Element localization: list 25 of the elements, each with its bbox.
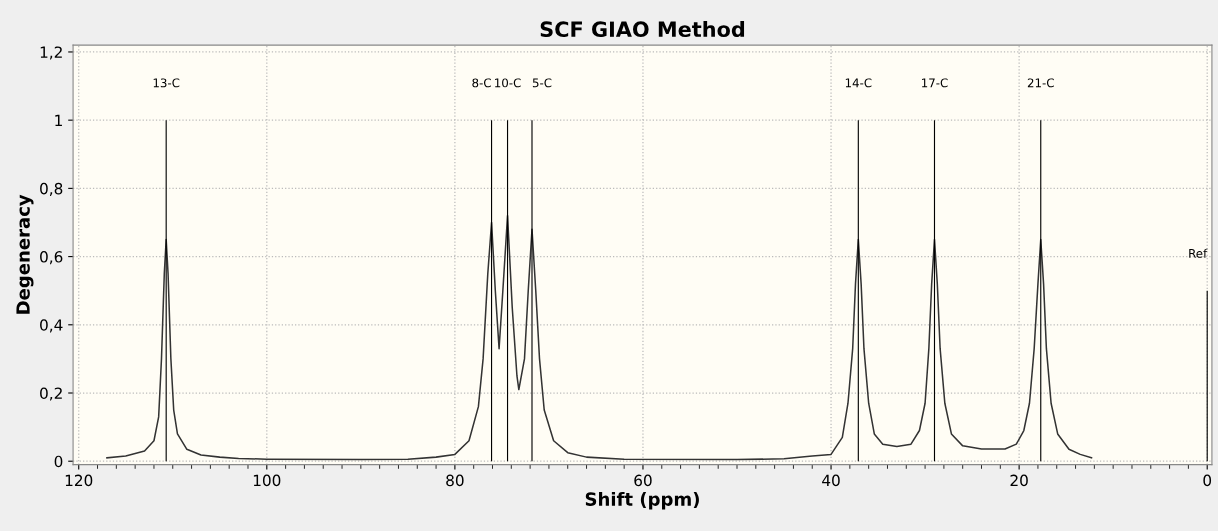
chart-title: SCF GIAO Method <box>540 20 745 38</box>
x-tick-label: 120 <box>65 474 93 487</box>
y-tick-label: 0,4 <box>40 319 63 333</box>
x-tick-label: 100 <box>253 474 281 487</box>
annotation: 10-C <box>495 78 521 88</box>
y-tick-label: 0,8 <box>40 182 63 196</box>
y-tick-label: 1,2 <box>40 46 62 60</box>
x-tick-label: 40 <box>822 474 840 487</box>
annotation: 5-C <box>532 78 552 88</box>
annotation: 14-C <box>845 78 872 88</box>
annotation: 21-C <box>1027 78 1054 88</box>
annotation: Ref <box>1189 248 1208 258</box>
x-axis-title: Shift (ppm) <box>585 491 699 510</box>
x-tick-label: 20 <box>1010 474 1028 487</box>
annotation: 8-C <box>472 78 491 88</box>
y-tick-label: 0,2 <box>40 387 62 401</box>
y-tick-label: 0,6 <box>40 251 63 265</box>
y-tick-label: 0 <box>54 455 63 468</box>
x-tick-label: 80 <box>446 474 464 487</box>
y-axis-title: Degeneracy <box>16 194 34 314</box>
y-tick-label: 1 <box>55 114 62 126</box>
annotation: 17-C <box>922 78 948 88</box>
x-tick-label: 0 <box>1203 474 1212 487</box>
annotation: 13-C <box>153 78 180 88</box>
x-tick-label: 60 <box>634 474 652 487</box>
